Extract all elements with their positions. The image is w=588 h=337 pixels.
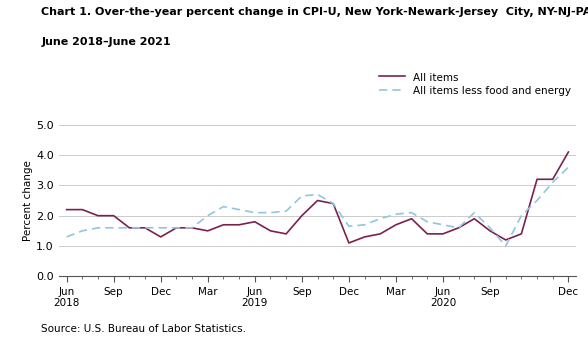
Y-axis label: Percent change: Percent change [24, 160, 34, 241]
Text: Source: U.S. Bureau of Labor Statistics.: Source: U.S. Bureau of Labor Statistics. [41, 324, 246, 334]
Legend: All items, All items less food and energy: All items, All items less food and energ… [379, 72, 571, 96]
Text: Chart 1. Over-the-year percent change in CPI-U, New York-Newark-Jersey  City, NY: Chart 1. Over-the-year percent change in… [41, 7, 588, 17]
Text: June 2018–June 2021: June 2018–June 2021 [41, 37, 171, 47]
